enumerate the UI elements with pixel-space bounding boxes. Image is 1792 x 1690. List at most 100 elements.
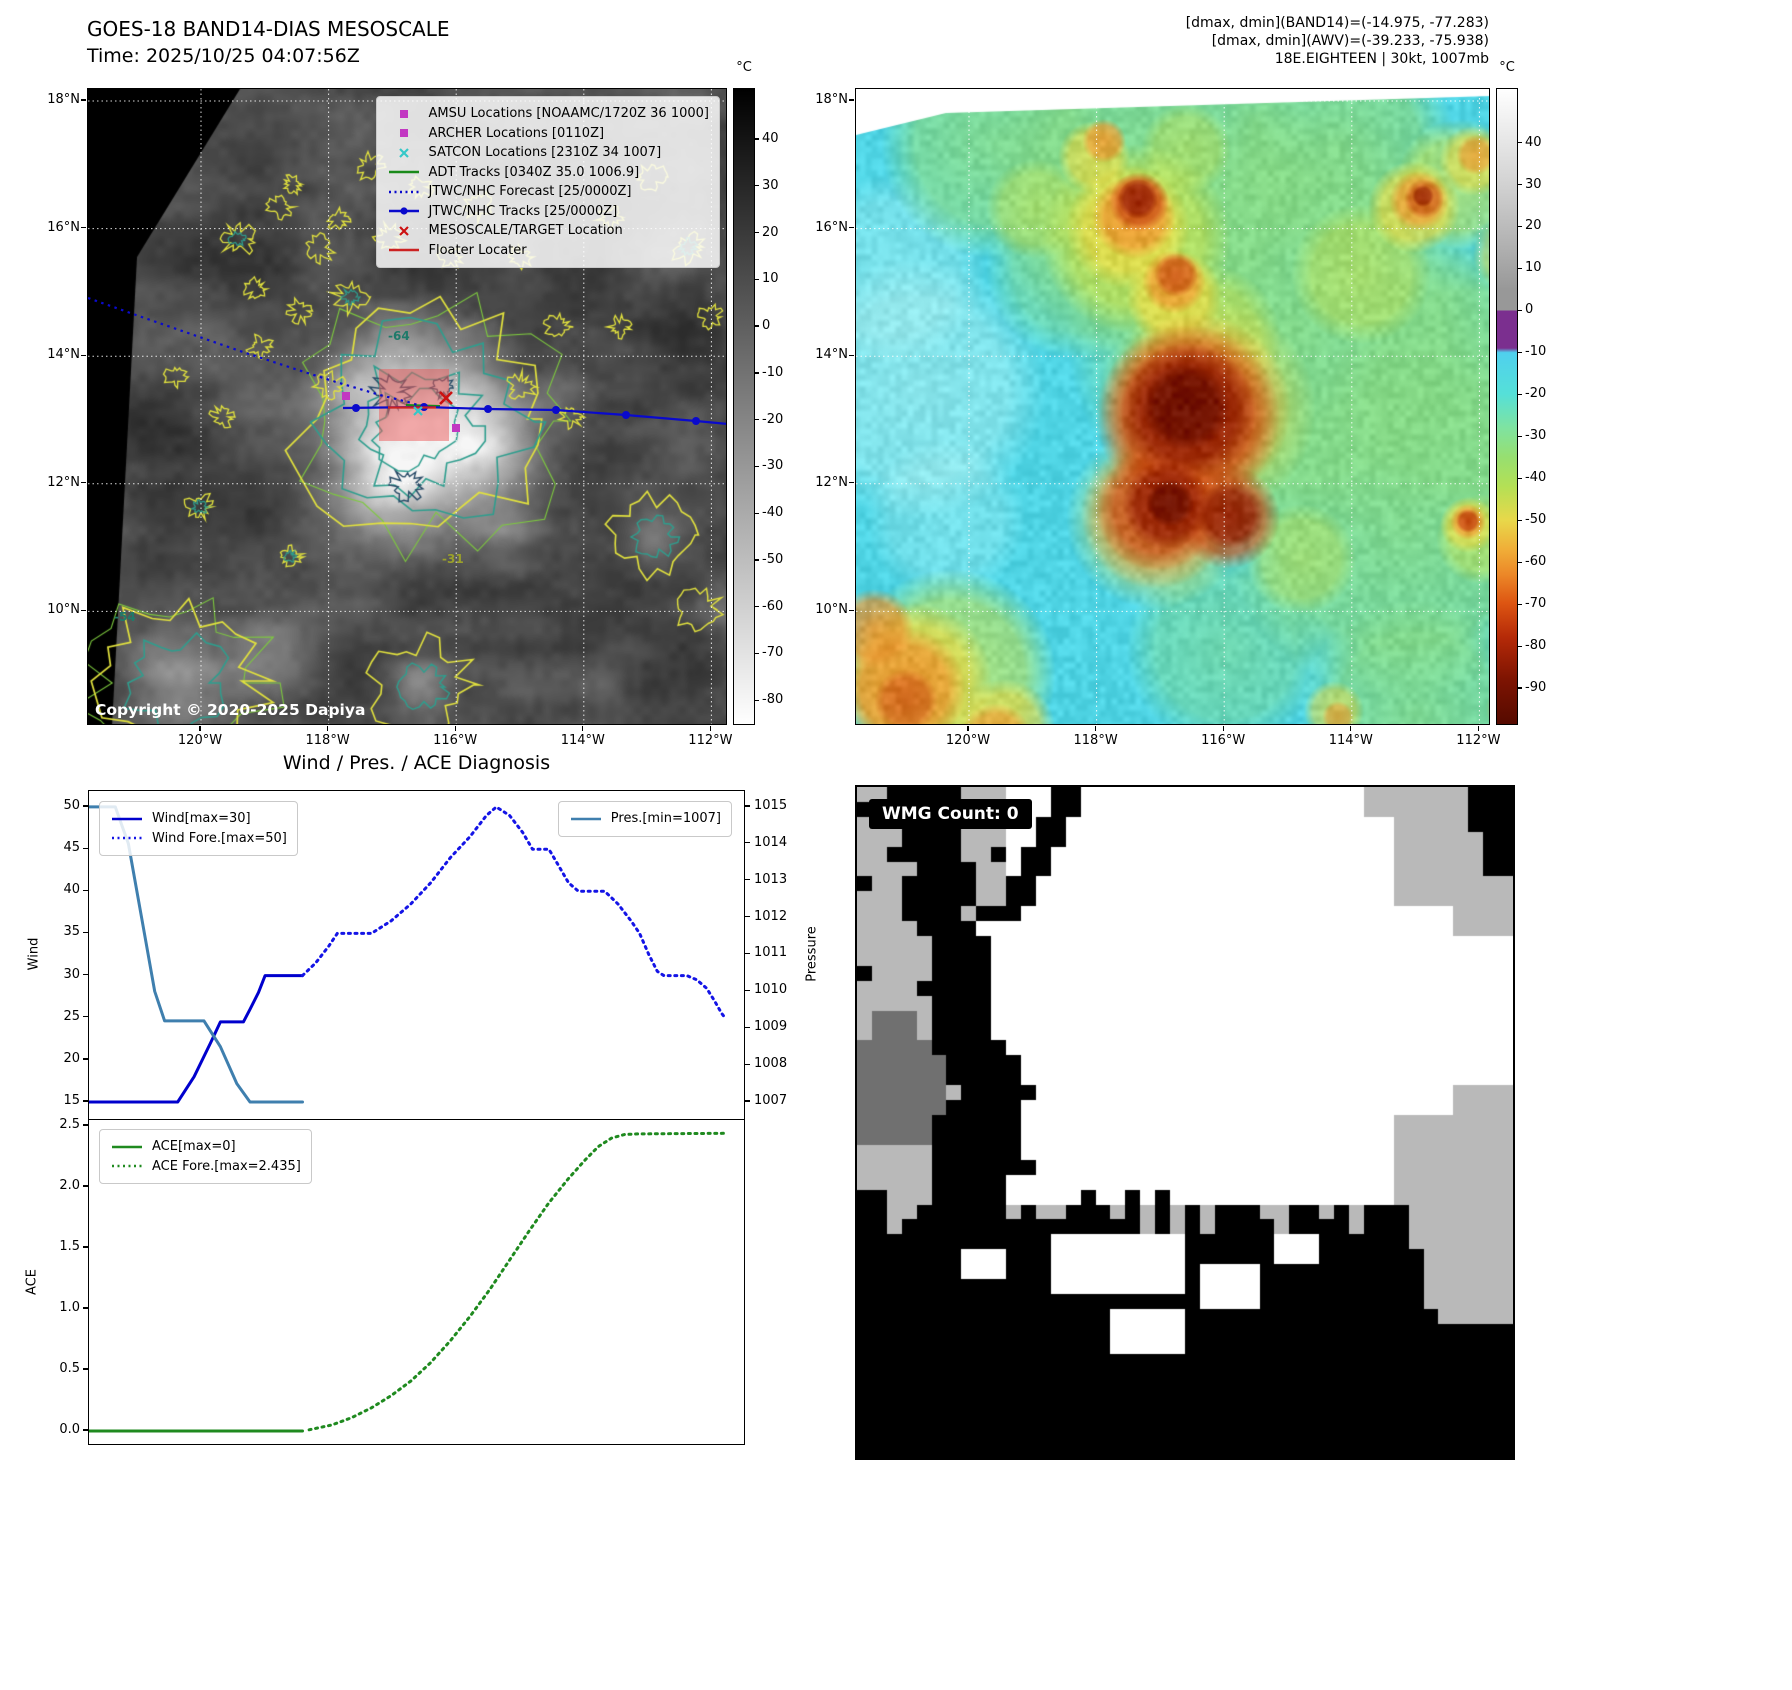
- tick-mark: [755, 512, 759, 514]
- pressure-tick: 1014: [754, 834, 788, 850]
- legend-marker-line: [112, 1145, 142, 1149]
- tick-mark: [81, 609, 86, 612]
- tick-mark: [849, 354, 854, 356]
- awv-lat-tick: 14°N: [815, 347, 848, 363]
- band14-colorbar-tick: -70: [762, 645, 784, 661]
- dmax-dmin-band14: [dmax, dmin](BAND14)=(-14.975, -77.283): [1185, 15, 1489, 31]
- tick-mark: [745, 915, 750, 918]
- tick-mark: [1518, 225, 1522, 228]
- tick-mark: [755, 699, 759, 701]
- tick-mark: [745, 805, 750, 807]
- band14-colorbar-tick: 40: [762, 130, 779, 146]
- legend-item-label: Wind[max=30]: [152, 811, 251, 826]
- legend-item-label: Wind Fore.[max=50]: [152, 830, 287, 846]
- wmg-count-badge: WMG Count: 0: [869, 799, 1032, 829]
- legend-item: MESOSCALE/TARGET Location: [387, 221, 709, 241]
- band14-header: GOES-18 BAND14-DIAS MESOSCALE Time: 2025…: [87, 16, 450, 70]
- contour-value-label: -31: [442, 552, 464, 566]
- tick-mark: [1095, 725, 1097, 731]
- legend-item-label: JTWC/NHC Tracks [25/0000Z]: [428, 203, 618, 219]
- legend-marker-dotted: [112, 1164, 142, 1168]
- tick-mark: [1518, 183, 1522, 186]
- awv-lat-tick: 10°N: [815, 602, 848, 618]
- tick-mark: [1518, 519, 1522, 521]
- tick-mark: [849, 99, 854, 101]
- tick-mark: [849, 227, 854, 229]
- pressure-tick: 1009: [754, 1019, 788, 1035]
- legend-item: ADT Tracks [0340Z 35.0 1006.9]: [387, 163, 709, 183]
- track-point: [622, 411, 630, 419]
- awv-header: [dmax, dmin](BAND14)=(-14.975, -77.283) …: [1186, 14, 1489, 68]
- tick-mark: [83, 973, 88, 976]
- tick-mark: [709, 725, 712, 731]
- awv-colorbar-tick: -10: [1525, 344, 1547, 360]
- tick-mark: [755, 138, 759, 140]
- legend-item-label: MESOSCALE/TARGET Location: [428, 223, 623, 238]
- legend-item: SATCON Locations [2310Z 34 1007]: [387, 143, 709, 163]
- awv-lat-tick: 16°N: [815, 219, 848, 235]
- pressure-axis-label: Pressure: [804, 926, 820, 982]
- legend-item-label: ACE[max=0]: [152, 1139, 236, 1154]
- wmg-mask-panel: WMG Count: 0: [855, 785, 1515, 1460]
- awv-lon-tick: 112°W: [1456, 733, 1501, 748]
- tick-mark: [83, 931, 88, 934]
- ace-tick: 0.5: [59, 1360, 80, 1376]
- tick-mark: [1350, 725, 1352, 731]
- pressure-legend: Pres.[min=1007]: [557, 801, 732, 837]
- band14-lat-tick: 16°N: [47, 219, 80, 235]
- tick-mark: [83, 1185, 88, 1187]
- band14-title: GOES-18 BAND14-DIAS MESOSCALE: [87, 17, 450, 41]
- dmax-dmin-awv: [dmax, dmin](AWV)=(-39.233, -75.938): [1211, 33, 1489, 49]
- band14-colorbar-tick: -20: [762, 411, 784, 427]
- band14-colorbar-tick: 10: [762, 271, 779, 287]
- band14-lat-tick: 14°N: [47, 347, 80, 363]
- wind-tick: 45: [63, 840, 80, 856]
- tick-mark: [745, 1100, 750, 1102]
- legend-item-label: SATCON Locations [2310Z 34 1007]: [428, 145, 662, 160]
- tick-mark: [83, 889, 88, 891]
- legend-marker-line: [112, 817, 142, 821]
- band14-time: Time: 2025/10/25 04:07:56Z: [87, 45, 360, 67]
- awv-colorbar-tick: -30: [1525, 428, 1547, 444]
- series-dotted: [301, 805, 727, 1020]
- band14-colorbar-tick: -60: [762, 598, 784, 614]
- band14-colorbar-tick: 20: [762, 224, 779, 240]
- band14-lon-tick: 112°W: [688, 733, 733, 748]
- band14-colorbar-tick: -30: [762, 458, 784, 474]
- wind-tick: 15: [63, 1092, 80, 1108]
- wind-tick: 35: [63, 924, 80, 940]
- tick-mark: [755, 278, 759, 280]
- legend-item: Floater Locater: [387, 241, 709, 261]
- wmg-mask-image: [857, 787, 1513, 1458]
- legend-marker-x: [398, 225, 409, 236]
- track-point: [352, 404, 360, 412]
- tick-mark: [755, 652, 759, 655]
- band14-colorbar-unit: °C: [736, 60, 752, 75]
- track-point: [484, 405, 492, 413]
- awv-colorbar-tick: -70: [1525, 596, 1547, 612]
- awv-colorbar-tick: -90: [1525, 680, 1547, 696]
- pressure-tick: 1010: [754, 982, 788, 998]
- tick-mark: [1518, 267, 1522, 270]
- ace-tick: 2.5: [59, 1116, 80, 1132]
- legend-marker-line: [388, 248, 419, 252]
- awv-colorbar-unit: °C: [1499, 60, 1515, 75]
- tick-mark: [745, 1063, 750, 1065]
- awv-lon-tick: 118°W: [1073, 733, 1118, 748]
- band14-colorbar-tick: 30: [762, 177, 779, 193]
- tick-mark: [327, 725, 329, 731]
- legend-item: Pres.[min=1007]: [569, 809, 721, 829]
- awv-lon-tick: 116°W: [1201, 733, 1246, 748]
- legend-item-label: JTWC/NHC Forecast [25/0000Z]: [428, 184, 632, 199]
- tick-mark: [1518, 687, 1522, 689]
- tick-mark: [83, 1246, 88, 1248]
- amsu-marker: [452, 424, 460, 432]
- tick-mark: [83, 1124, 88, 1126]
- awv-lon-tick: 120°W: [945, 733, 991, 748]
- tick-mark: [81, 99, 86, 101]
- band14-lat-tick: 12°N: [47, 474, 80, 490]
- legend-item: Wind[max=30]: [110, 809, 287, 829]
- tick-mark: [83, 1058, 88, 1060]
- tick-mark: [1518, 477, 1522, 479]
